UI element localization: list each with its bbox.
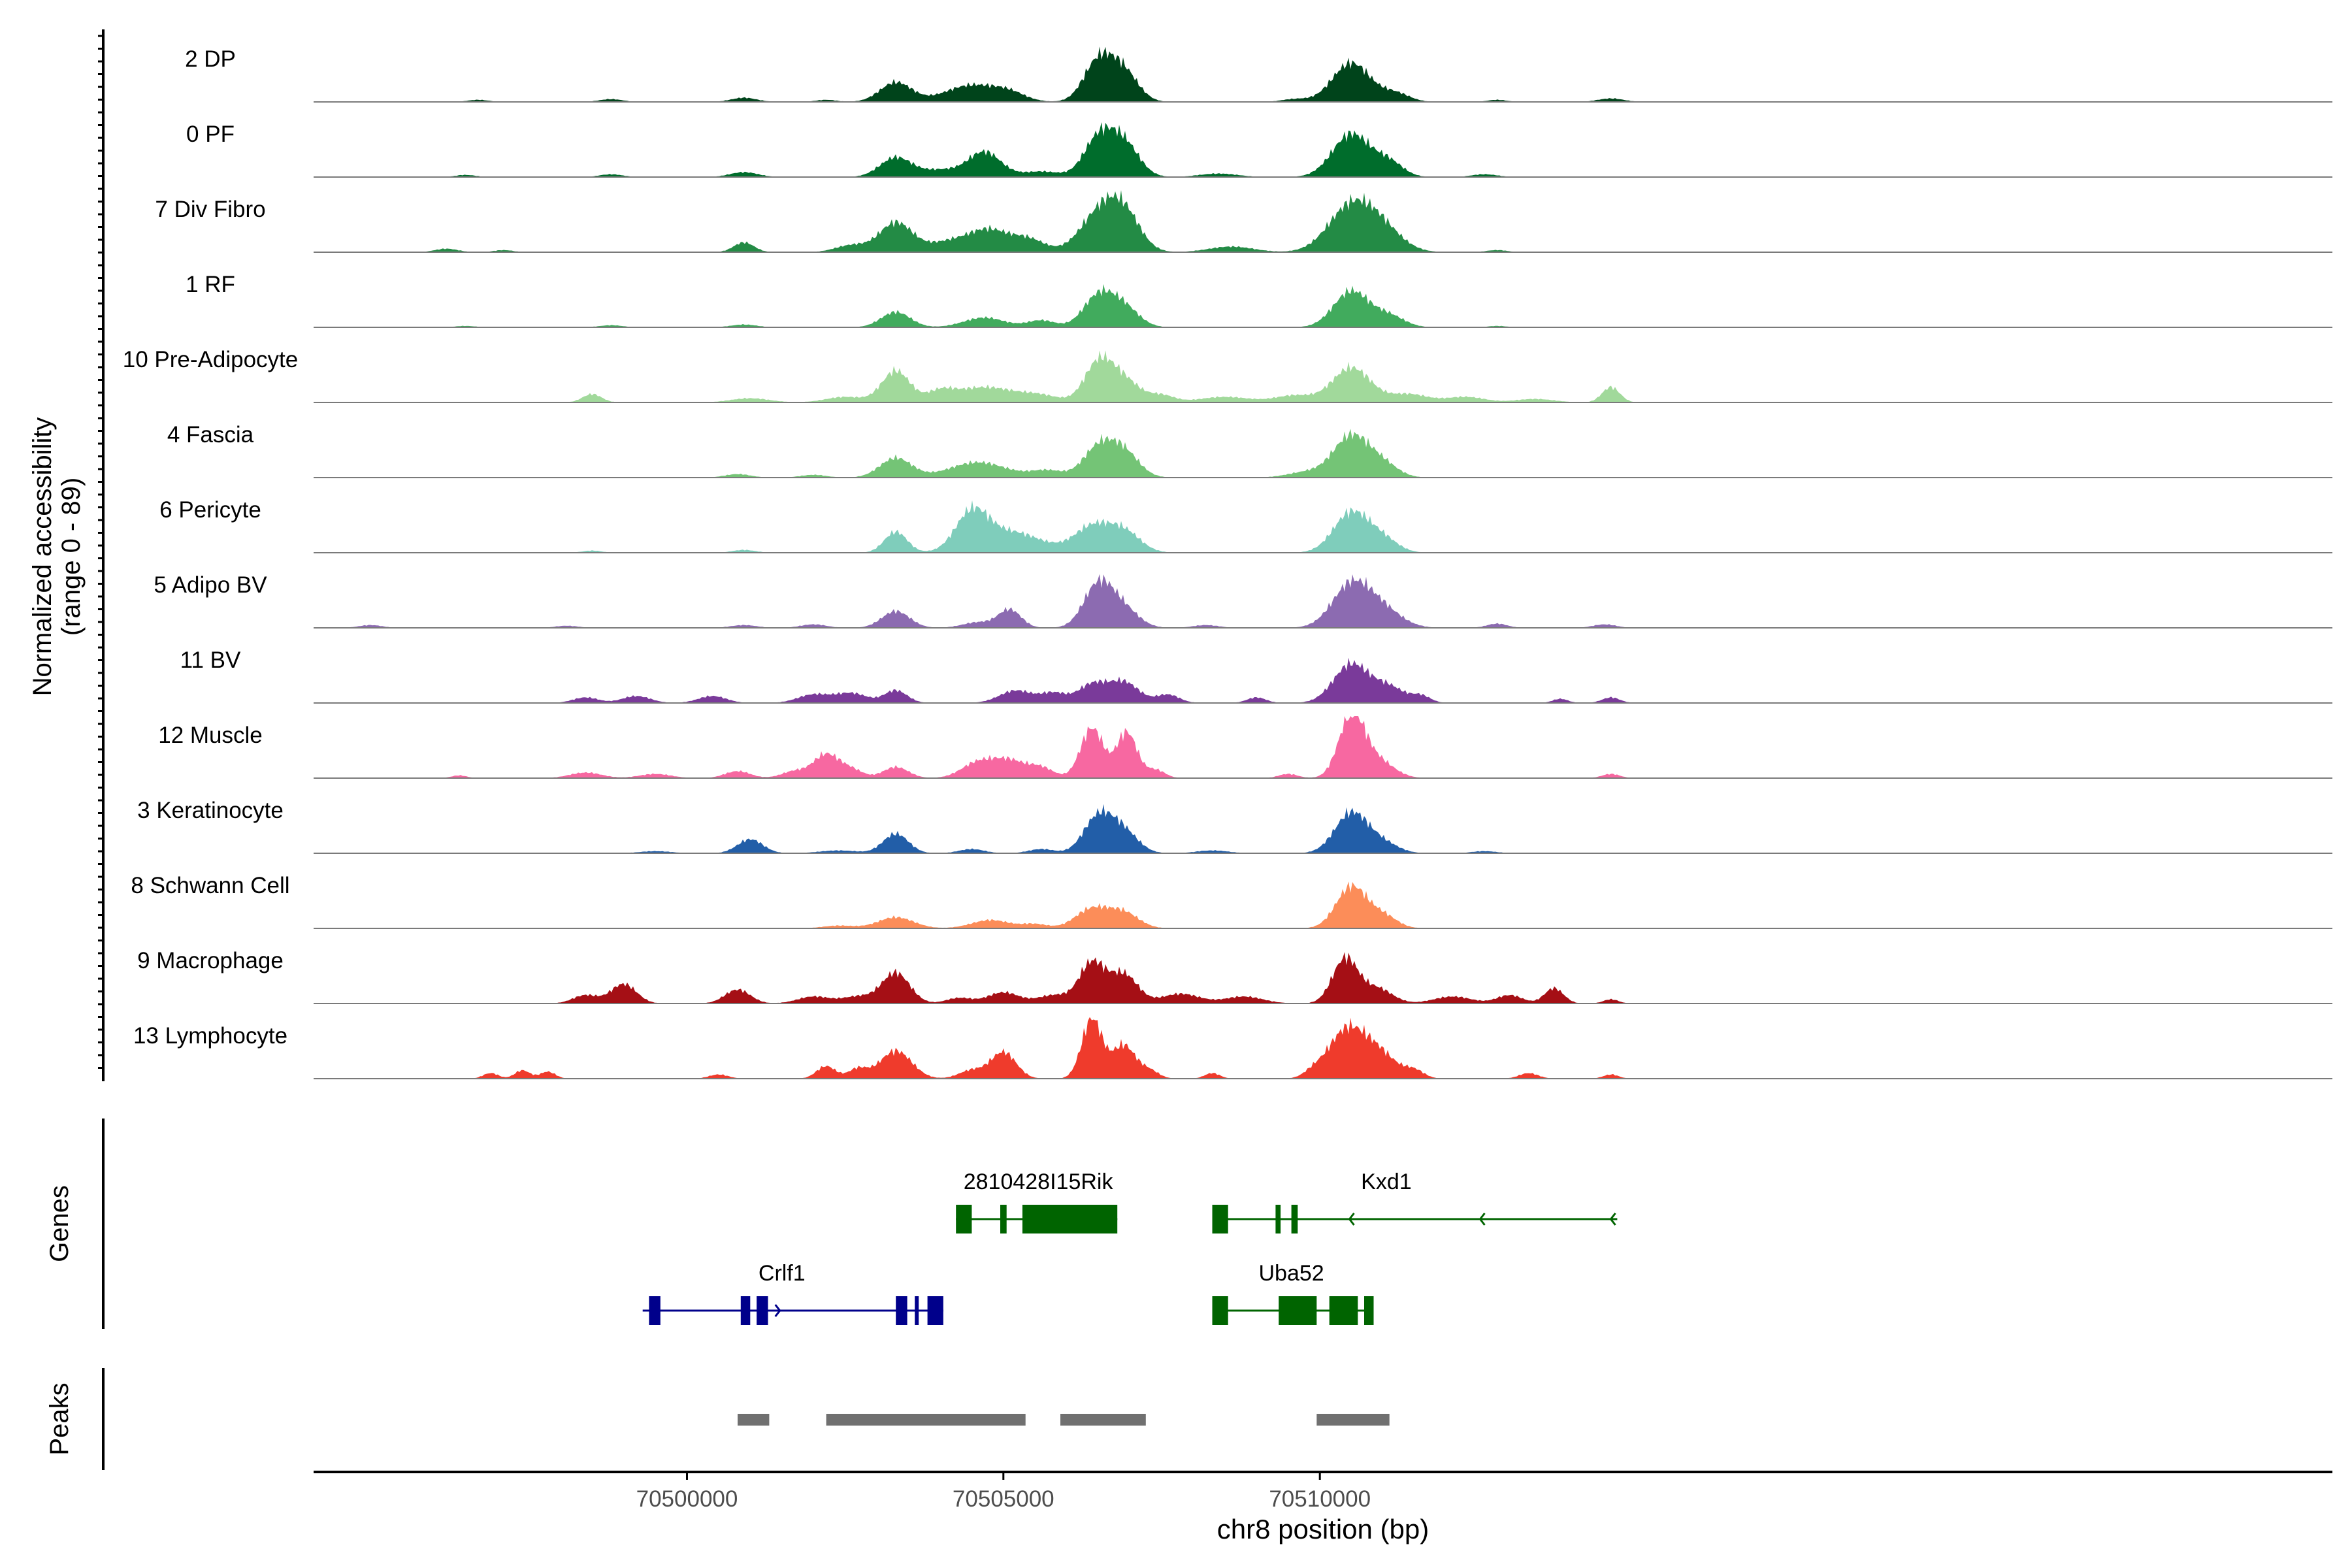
x-tick-label: 70500000 bbox=[636, 1486, 738, 1512]
coverage-track: 7 Div Fibro bbox=[155, 190, 2332, 253]
gene-model: 2810428I15Rik bbox=[956, 1169, 1118, 1233]
gene-label: 2810428I15Rik bbox=[964, 1169, 1114, 1194]
track-label: 7 Div Fibro bbox=[155, 197, 265, 222]
track-label: 1 RF bbox=[186, 272, 235, 297]
exon bbox=[1000, 1205, 1007, 1233]
gene-model: Kxd1 bbox=[1212, 1169, 1618, 1233]
coverage-track: 5 Adipo BV bbox=[154, 572, 2332, 629]
coverage-track: 4 Fascia bbox=[167, 422, 2332, 478]
exon bbox=[1212, 1296, 1228, 1325]
gene-label: Crlf1 bbox=[759, 1261, 806, 1286]
peaks-track-label: Peaks bbox=[45, 1382, 74, 1455]
coverage-area bbox=[314, 952, 2332, 1004]
track-label: 6 Pericyte bbox=[159, 497, 261, 523]
track-label: 2 DP bbox=[185, 46, 236, 72]
x-axis-ticks: 70500000 70505000 70510000 bbox=[636, 1472, 1371, 1512]
x-tick-label: 70510000 bbox=[1269, 1486, 1371, 1512]
peak-region bbox=[1316, 1414, 1390, 1426]
coverage-area bbox=[314, 500, 2332, 553]
gene-models: 2810428I15Rik Kxd1 Crlf1 Uba52 bbox=[642, 1169, 1618, 1325]
coverage-track: 3 Keratinocyte bbox=[137, 798, 2332, 854]
coverage-area bbox=[314, 122, 2332, 177]
exon bbox=[649, 1296, 661, 1325]
peak-region bbox=[826, 1414, 1026, 1426]
track-label: 10 Pre-Adipocyte bbox=[123, 347, 298, 372]
y-axis-group: Normalized accessibility (range 0 - 89) bbox=[28, 29, 105, 1081]
strand-arrow bbox=[1609, 1213, 1616, 1226]
y-axis-ticks bbox=[98, 35, 103, 1069]
x-axis-group: 70500000 70505000 70510000 chr8 position (… bbox=[314, 1471, 2332, 1544]
track-label: 8 Schwann Cell bbox=[131, 873, 289, 898]
coverage-track: 10 Pre-Adipocyte bbox=[123, 347, 2332, 403]
coverage-area bbox=[314, 881, 2332, 928]
coverage-track: 6 Pericyte bbox=[159, 497, 2332, 553]
exon bbox=[927, 1296, 943, 1325]
coverage-area bbox=[314, 429, 2332, 478]
exon bbox=[1275, 1205, 1281, 1233]
track-label: 13 Lymphocyte bbox=[133, 1023, 287, 1049]
exon bbox=[740, 1296, 751, 1325]
y-axis-title-line1: Normalized accessibility bbox=[28, 417, 57, 696]
strand-arrow bbox=[1348, 1213, 1355, 1226]
coverage-area bbox=[314, 1017, 2332, 1079]
gene-model: Uba52 bbox=[1212, 1261, 1374, 1325]
coverage-area bbox=[314, 574, 2332, 628]
track-label: 11 BV bbox=[180, 647, 241, 673]
gene-model: Crlf1 bbox=[642, 1261, 943, 1325]
coverage-tracks: 2 DP 0 PF 7 Div Fibro 1 RF 10 Pre-Adipocyte 4… bbox=[123, 46, 2332, 1079]
coverage-track: 0 PF bbox=[186, 122, 2332, 178]
exon bbox=[956, 1205, 972, 1233]
x-tick-label: 70505000 bbox=[953, 1486, 1054, 1512]
coverage-area bbox=[314, 190, 2332, 252]
coverage-track: 13 Lymphocyte bbox=[133, 1017, 2332, 1079]
strand-arrow bbox=[774, 1304, 781, 1317]
coverage-area bbox=[314, 46, 2332, 102]
y-axis-title-line2: (range 0 - 89) bbox=[57, 478, 86, 636]
coverage-area bbox=[314, 657, 2332, 703]
track-label: 4 Fascia bbox=[167, 422, 254, 448]
exon bbox=[896, 1296, 907, 1325]
coverage-track: 1 RF bbox=[186, 272, 2332, 328]
peaks-panel: Peaks bbox=[45, 1368, 1390, 1470]
peak-region bbox=[738, 1414, 770, 1426]
x-axis-title: chr8 position (bp) bbox=[1217, 1514, 1429, 1544]
coverage-track: 8 Schwann Cell bbox=[131, 873, 2332, 929]
coverage-track: 2 DP bbox=[185, 46, 2332, 103]
exon bbox=[1022, 1205, 1118, 1233]
genes-panel: Genes 2810428I15Rik Kxd1 Crlf1 Uba52 bbox=[45, 1119, 1618, 1329]
coverage-track: 11 BV bbox=[180, 647, 2332, 704]
genes-track-label: Genes bbox=[45, 1185, 74, 1262]
exon bbox=[915, 1296, 919, 1325]
exon bbox=[1212, 1205, 1228, 1233]
exon bbox=[1291, 1205, 1298, 1233]
peak-region bbox=[1060, 1414, 1146, 1426]
coverage-area bbox=[314, 350, 2332, 402]
exon bbox=[1329, 1296, 1358, 1325]
peak-regions bbox=[738, 1414, 1390, 1426]
exon bbox=[1279, 1296, 1317, 1325]
track-label: 0 PF bbox=[186, 122, 235, 147]
track-label: 3 Keratinocyte bbox=[137, 798, 284, 823]
coverage-area bbox=[314, 804, 2332, 853]
exon bbox=[1364, 1296, 1374, 1325]
coverage-area bbox=[314, 716, 2332, 778]
track-label: 9 Macrophage bbox=[137, 948, 284, 973]
gene-label: Kxd1 bbox=[1361, 1169, 1412, 1194]
coverage-track: 12 Muscle bbox=[158, 716, 2332, 779]
track-label: 12 Muscle bbox=[158, 723, 263, 748]
track-label: 5 Adipo BV bbox=[154, 572, 267, 598]
coverage-area bbox=[314, 284, 2332, 327]
exon bbox=[757, 1296, 768, 1325]
gene-label: Uba52 bbox=[1258, 1261, 1324, 1286]
coverage-track: 9 Macrophage bbox=[137, 948, 2332, 1004]
strand-arrow bbox=[1478, 1213, 1486, 1226]
